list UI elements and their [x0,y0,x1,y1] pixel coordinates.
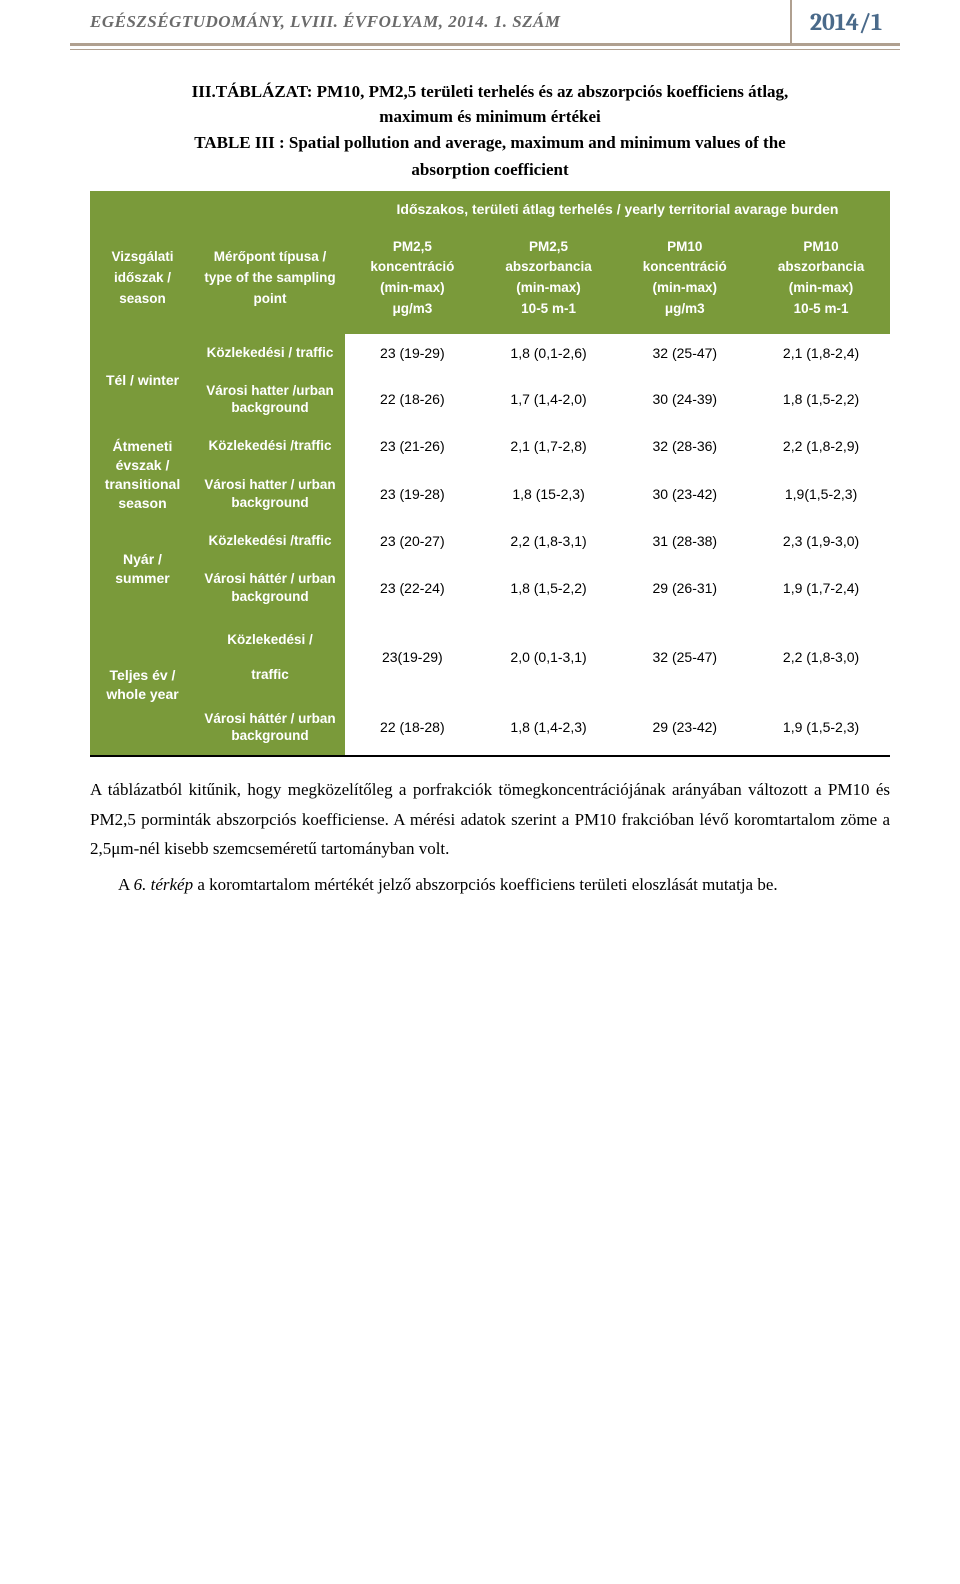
cell: 1,9 (1,5-2,3) [752,700,890,756]
sampling-urban: Városi háttér / urban background [195,700,345,756]
cell: 1,8 (1,5-2,2) [480,560,618,615]
table-caption: III.TÁBLÁZAT: PM10, PM2,5 területi terhe… [90,80,890,183]
col5-l4: μg/m3 [665,301,705,316]
cell: 23 (19-29) [345,334,480,372]
cell: 1,8 (1,4-2,3) [480,700,618,756]
season-summer: Nyár / summer [90,522,195,615]
col6-l2: abszorbancia [778,259,864,274]
journal-header-text: EGÉSZSÉGTUDOMÁNY, LVIII. ÉVFOLYAM, 2014.… [70,0,790,43]
data-table: Időszakos, területi átlag terhelés / yea… [90,191,890,757]
cell: 30 (24-39) [617,372,752,427]
cell: 23(19-29) [345,615,480,700]
cell: 22 (18-28) [345,700,480,756]
sampling-traffic: Közlekedési /traffic [195,522,345,560]
table-row: Városi háttér / urban background 23 (22-… [90,560,890,615]
cell: 22 (18-26) [345,372,480,427]
cell: 23 (19-28) [345,466,480,523]
col4-l3: (min-max) [516,280,581,295]
col-header-pm10-abs: PM10 abszorbancia (min-max) 10-5 m-1 [752,227,890,335]
col6-l3: (min-max) [789,280,854,295]
season-transitional: Átmeneti évszak / transitional season [90,427,195,523]
season-whole-year: Teljes év / whole year [90,615,195,756]
para2-part-a: A [118,875,134,894]
blank-header [90,191,345,227]
cell: 2,2 (1,8-3,1) [480,522,618,560]
col4-l2: abszorbancia [505,259,591,274]
col-header-pm25-conc: PM2,5 koncentráció (min-max) μg/m3 [345,227,480,335]
sampling-traffic: Közlekedési / traffic [195,334,345,372]
cell: 29 (26-31) [617,560,752,615]
col4-l4: 10-5 m-1 [521,301,576,316]
sampling-traffic: Közlekedési / traffic [195,615,345,700]
page-content: III.TÁBLÁZAT: PM10, PM2,5 területi terhe… [0,50,960,900]
cell: 1,9(1,5-2,3) [752,466,890,523]
sampling-traffic: Közlekedési /traffic [195,427,345,466]
table-row: Városi hatter /urban background 22 (18-2… [90,372,890,427]
cell: 1,7 (1,4-2,0) [480,372,618,427]
col6-l1: PM10 [803,239,838,254]
caption-line-4: absorption coefficient [90,158,890,183]
cell: 1,8 (0,1-2,6) [480,334,618,372]
col3-l1: PM2,5 [393,239,432,254]
col5-l1: PM10 [667,239,702,254]
col5-l2: koncentráció [643,259,727,274]
traffic-line2: traffic [251,667,289,682]
cell: 2,2 (1,8-2,9) [752,427,890,466]
table-row: Teljes év / whole year Közlekedési / tra… [90,615,890,700]
para2-map-ref: 6. térkép [134,875,193,894]
col3-l2: koncentráció [370,259,454,274]
col-header-pm25-abs: PM2,5 abszorbancia (min-max) 10-5 m-1 [480,227,618,335]
cell: 23 (21-26) [345,427,480,466]
table-row: Átmeneti évszak / transitional season Kö… [90,427,890,466]
col-header-sampling: Mérőpont típusa / type of the sampling p… [195,227,345,335]
traffic-line1: Közlekedési / [227,632,313,647]
sampling-urban: Városi hatter / urban background [195,466,345,523]
cell: 1,8 (1,5-2,2) [752,372,890,427]
cell: 1,8 (15-2,3) [480,466,618,523]
cell: 29 (23-42) [617,700,752,756]
cell: 23 (20-27) [345,522,480,560]
cell: 2,1 (1,7-2,8) [480,427,618,466]
cell: 2,3 (1,9-3,0) [752,522,890,560]
col4-l1: PM2,5 [529,239,568,254]
col3-l4: μg/m3 [392,301,432,316]
caption-line-2: maximum és minimum értékei [90,105,890,130]
col-header-pm10-conc: PM10 koncentráció (min-max) μg/m3 [617,227,752,335]
cell: 32 (28-36) [617,427,752,466]
cell: 32 (25-47) [617,615,752,700]
paragraph-2: A 6. térkép a koromtartalom mértékét jel… [90,870,890,900]
cell: 23 (22-24) [345,560,480,615]
table-column-header-row: Vizsgálati időszak / season Mérőpont típ… [90,227,890,335]
table-row: Városi háttér / urban background 22 (18-… [90,700,890,756]
paragraph-1: A táblázatból kitűnik, hogy megközelítől… [90,775,890,864]
table-superheader-row: Időszakos, területi átlag terhelés / yea… [90,191,890,227]
caption-line-3: TABLE III : Spatial pollution and averag… [90,131,890,156]
table-row: Nyár / summer Közlekedési /traffic 23 (2… [90,522,890,560]
cell: 31 (28-38) [617,522,752,560]
issue-label: 2014/1 [790,0,900,43]
col6-l4: 10-5 m-1 [794,301,849,316]
caption-line-1: III.TÁBLÁZAT: PM10, PM2,5 területi terhe… [90,80,890,105]
col5-l3: (min-max) [653,280,718,295]
col-header-season: Vizsgálati időszak / season [90,227,195,335]
superheader-text: Időszakos, területi átlag terhelés / yea… [345,191,890,227]
para2-part-c: a koromtartalom mértékét jelző abszorpci… [193,875,778,894]
col3-l3: (min-max) [380,280,445,295]
table-row: Városi hatter / urban background 23 (19-… [90,466,890,523]
cell: 2,0 (0,1-3,1) [480,615,618,700]
cell: 2,2 (1,8-3,0) [752,615,890,700]
cell: 32 (25-47) [617,334,752,372]
page-header: EGÉSZSÉGTUDOMÁNY, LVIII. ÉVFOLYAM, 2014.… [70,0,900,46]
sampling-urban: Városi hatter /urban background [195,372,345,427]
season-winter: Tél / winter [90,334,195,427]
sampling-urban: Városi háttér / urban background [195,560,345,615]
table-row: Tél / winter Közlekedési / traffic 23 (1… [90,334,890,372]
cell: 30 (23-42) [617,466,752,523]
cell: 1,9 (1,7-2,4) [752,560,890,615]
cell: 2,1 (1,8-2,4) [752,334,890,372]
